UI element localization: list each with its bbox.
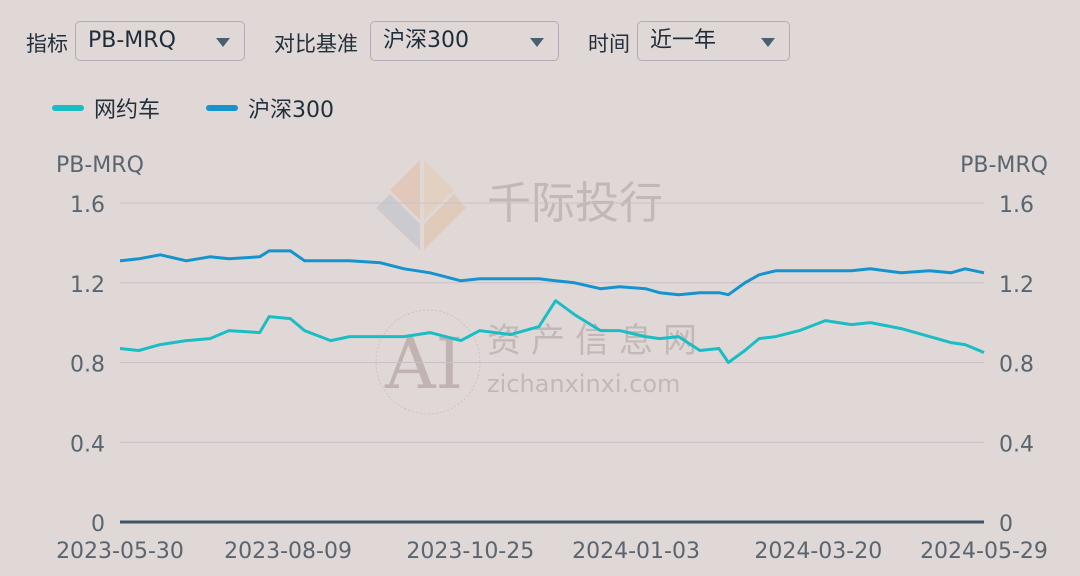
y-tick-label-left: 0.8: [70, 353, 105, 378]
legend-item-1[interactable]: 网约车: [52, 92, 160, 124]
metric-value: PB-MRQ: [88, 28, 176, 53]
y-tick-label-left: 1.6: [70, 193, 105, 218]
y-axis-title-left: PB-MRQ: [56, 153, 144, 178]
legend-item-2[interactable]: 沪深300: [206, 92, 334, 124]
watermark: 千际投行 AI 资产信息网 zichanxinxi.com: [375, 160, 707, 415]
period-select[interactable]: 近一年: [637, 21, 790, 61]
y-tick-label-right: 1.2: [999, 273, 1034, 298]
y-tick-label-left: 0.4: [70, 432, 105, 457]
x-tick-label: 2024-05-29: [920, 539, 1048, 564]
legend-swatch: [52, 105, 84, 111]
y-tick-label-left: 0: [91, 512, 105, 537]
x-tick-label: 2023-05-30: [56, 539, 184, 564]
x-tick-label: 2023-10-25: [406, 539, 534, 564]
metric-label: 指标: [26, 32, 68, 56]
y-tick-label-right: 1.6: [999, 193, 1034, 218]
legend-swatch: [206, 105, 238, 111]
series-line-2: [119, 249, 985, 297]
watermark-site-url: zichanxinxi.com: [487, 370, 680, 398]
period-value: 近一年: [650, 28, 717, 53]
y-tick-label-right: 0: [999, 512, 1013, 537]
x-tick-label: 2024-03-20: [754, 539, 882, 564]
watermark-site-cn: 资产信息网: [487, 321, 707, 361]
benchmark-value: 沪深300: [383, 28, 469, 53]
y-axis-title-right: PB-MRQ: [960, 153, 1048, 178]
chevron-down-icon: [761, 38, 775, 47]
y-tick-label-right: 0.4: [999, 432, 1034, 457]
benchmark-label: 对比基准: [274, 32, 358, 56]
y-tick-label-left: 1.2: [70, 273, 105, 298]
legend-label: 网约车: [94, 98, 161, 123]
y-tick-label-right: 0.8: [999, 353, 1034, 378]
x-tick-label: 2024-01-03: [572, 539, 700, 564]
x-tick-label: 2023-08-09: [224, 539, 352, 564]
metric-select[interactable]: PB-MRQ: [75, 21, 245, 61]
period-label: 时间: [588, 32, 630, 56]
chevron-down-icon: [530, 38, 544, 47]
benchmark-select[interactable]: 沪深300: [370, 21, 559, 61]
chevron-down-icon: [216, 38, 230, 47]
legend-label: 沪深300: [248, 98, 334, 123]
brand-logo: [376, 160, 466, 250]
